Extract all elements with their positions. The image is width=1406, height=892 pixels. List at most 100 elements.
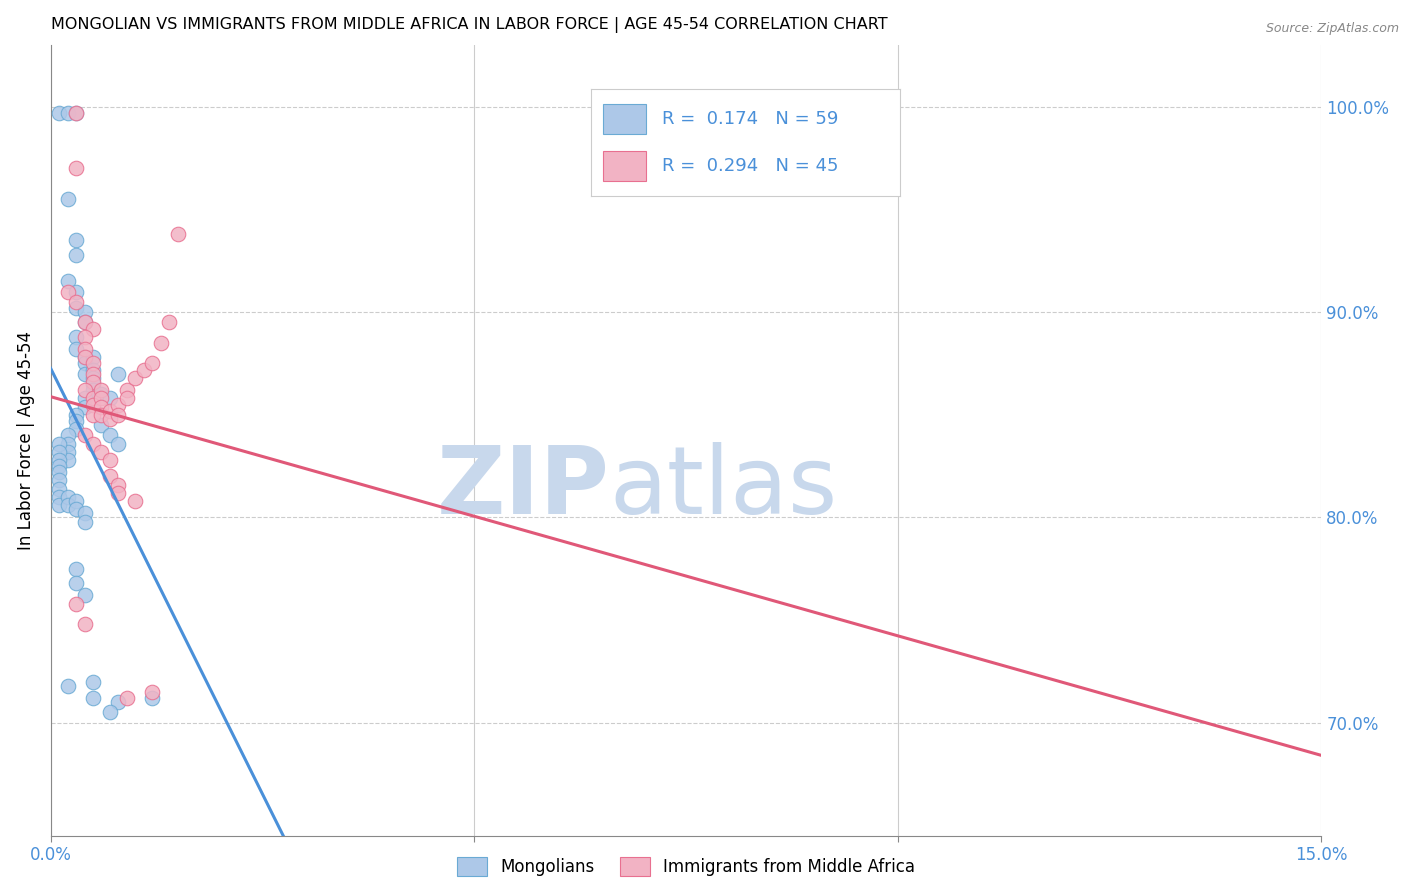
Point — [90, 400, 112, 414]
Point — [124, 494, 146, 508]
Point — [132, 362, 155, 376]
Point — [56, 498, 79, 512]
Point — [107, 408, 129, 422]
Point — [98, 392, 121, 406]
Point — [73, 315, 96, 329]
Point — [107, 367, 129, 381]
Point — [65, 342, 87, 356]
Point — [98, 428, 121, 442]
Point — [73, 367, 96, 381]
FancyBboxPatch shape — [603, 152, 647, 181]
Text: atlas: atlas — [610, 442, 838, 534]
Point — [48, 482, 70, 496]
Point — [90, 418, 112, 433]
Point — [65, 301, 87, 315]
Point — [65, 106, 87, 120]
Point — [56, 490, 79, 504]
Point — [141, 691, 163, 706]
Point — [82, 375, 104, 389]
Point — [124, 371, 146, 385]
Point — [82, 674, 104, 689]
Point — [73, 515, 96, 529]
Point — [82, 356, 104, 370]
Point — [65, 597, 87, 611]
Point — [90, 383, 112, 397]
Point — [56, 274, 79, 288]
Point — [115, 691, 138, 706]
Point — [73, 400, 96, 414]
Point — [56, 192, 79, 206]
Point — [48, 465, 70, 479]
Point — [107, 485, 129, 500]
Point — [82, 691, 104, 706]
Point — [157, 315, 180, 329]
Point — [98, 403, 121, 417]
Point — [56, 285, 79, 299]
Point — [82, 351, 104, 365]
Legend: Mongolians, Immigrants from Middle Africa: Mongolians, Immigrants from Middle Afric… — [450, 850, 922, 882]
Point — [73, 843, 96, 857]
Point — [107, 436, 129, 450]
Point — [65, 414, 87, 428]
Point — [82, 362, 104, 376]
Point — [48, 436, 70, 450]
Point — [48, 444, 70, 458]
Point — [82, 367, 104, 381]
Point — [48, 106, 70, 120]
Point — [48, 453, 70, 467]
Point — [65, 502, 87, 516]
Point — [65, 562, 87, 576]
Point — [82, 408, 104, 422]
Point — [56, 679, 79, 693]
Point — [98, 412, 121, 426]
Point — [90, 387, 112, 401]
Point — [73, 392, 96, 406]
Point — [107, 398, 129, 412]
Point — [90, 408, 112, 422]
Point — [115, 383, 138, 397]
Point — [73, 305, 96, 319]
Text: Source: ZipAtlas.com: Source: ZipAtlas.com — [1265, 22, 1399, 36]
FancyBboxPatch shape — [603, 104, 647, 134]
Point — [73, 428, 96, 442]
Point — [48, 459, 70, 474]
Point — [82, 321, 104, 335]
Point — [48, 490, 70, 504]
Point — [56, 428, 79, 442]
Point — [73, 356, 96, 370]
Point — [166, 227, 188, 242]
Point — [73, 351, 96, 365]
Point — [90, 392, 112, 406]
Point — [73, 589, 96, 603]
Point — [65, 330, 87, 344]
Point — [73, 506, 96, 520]
Point — [82, 377, 104, 392]
Point — [65, 576, 87, 591]
Point — [141, 356, 163, 370]
Point — [115, 392, 138, 406]
Point — [149, 335, 172, 350]
Point — [107, 695, 129, 709]
Point — [90, 444, 112, 458]
Point — [56, 444, 79, 458]
Point — [65, 285, 87, 299]
Point — [65, 422, 87, 436]
Point — [73, 351, 96, 365]
Point — [73, 383, 96, 397]
Point — [82, 371, 104, 385]
Point — [82, 398, 104, 412]
Point — [65, 294, 87, 309]
Y-axis label: In Labor Force | Age 45-54: In Labor Force | Age 45-54 — [17, 331, 35, 550]
Point — [65, 106, 87, 120]
Point — [82, 436, 104, 450]
Point — [107, 477, 129, 491]
Point — [82, 392, 104, 406]
Point — [98, 469, 121, 483]
Point — [56, 106, 79, 120]
Point — [73, 315, 96, 329]
Point — [65, 494, 87, 508]
Point — [56, 436, 79, 450]
Point — [82, 383, 104, 397]
Point — [56, 453, 79, 467]
Point — [65, 248, 87, 262]
